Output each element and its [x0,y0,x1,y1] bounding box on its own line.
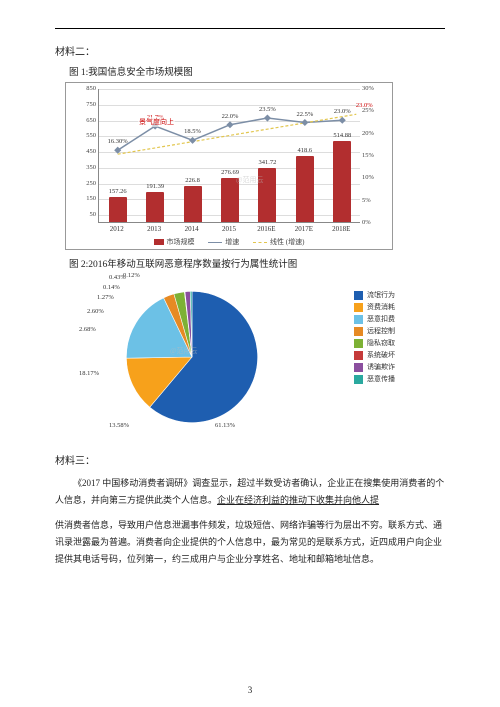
annot-red: 景气度向上 [138,117,175,127]
page-number: 3 [0,685,500,695]
section2-label: 材料二： [55,43,445,58]
legend-item: 隐私窃取 [354,338,395,348]
chart2-caption: 图 2:2016年移动互联网恶意程序数量按行为属性统计图 [69,256,445,270]
legend-item: 恶意传播 [354,374,395,384]
legend-item: 恶意扣费 [354,314,395,324]
chart2-legend: 流氓行为资费消耗恶意扣费远程控制隐私窃取系统破坏诱骗欺诈恶意传播 [354,288,395,386]
legend-item: 远程控制 [354,326,395,336]
legend-item: 诱骗欺诈 [354,362,395,372]
legend-item: 系统破坏 [354,350,395,360]
chart1-container: 157.26191.39226.8276.69341.72418.6514.88… [65,82,393,250]
legend-item: 资费消耗 [354,302,395,312]
legend-item: 流氓行为 [354,290,395,300]
para1-underlined: 企业在经济利益的推动下收集并向他人提 [217,495,379,505]
para1: 《2017 中国移动消费者调研》调查显示，超过半数受访者确认，企业正在搜集使用消… [55,475,445,509]
para2: 供消费者信息，导致用户信息泄漏事件频发，垃圾短信、网络诈骗等行为层出不穷。联系方… [55,517,445,568]
chart1-legend: 市场规模 增速 线性 (增速) [66,237,392,247]
chart2-container: @范用云 流氓行为资费消耗恶意扣费远程控制隐私窃取系统破坏诱骗欺诈恶意传播 0.… [65,274,395,438]
section3-label: 材料三： [55,452,445,467]
chart1-caption: 图 1:我国信息安全市场规模图 [69,64,445,78]
pie-chart [117,282,267,432]
